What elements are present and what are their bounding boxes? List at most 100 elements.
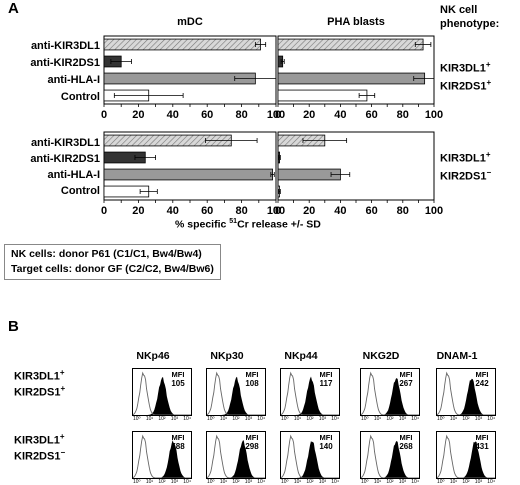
histogram-control: [281, 434, 339, 478]
histogram-control: [133, 434, 191, 478]
mfi-value: 298: [245, 442, 259, 451]
hist-tick-label: 10²: [158, 416, 166, 422]
x-tick-label: 100: [267, 205, 285, 217]
x-tick-label: 80: [397, 205, 409, 217]
mfi-annotation: MFI 242: [471, 370, 493, 388]
x-tick-label: 40: [334, 109, 346, 121]
bar-anti-hla-i: [103, 72, 256, 85]
hist-tick-label: 10⁰: [281, 416, 289, 422]
histogram-panel: MFI 242 10⁰ 10¹ 10² 10³ 10⁴: [436, 368, 496, 422]
mfi-value: 242: [475, 379, 489, 388]
pheno-top-2: KIR2DS1+: [440, 78, 492, 93]
mfi-annotation: MFI 140: [315, 433, 337, 451]
mfi-label: MFI: [475, 370, 489, 379]
x-tick-label: 80: [235, 205, 247, 217]
hist-tick-label: 10⁴: [331, 416, 339, 422]
mfi-value: 588: [171, 442, 185, 451]
x-tick-label: 20: [303, 205, 315, 217]
bar-anti-hla-i: [277, 72, 426, 85]
mfi-annotation: MFI 588: [167, 433, 189, 451]
marker-title-nkg2d: NKG2D: [362, 350, 400, 362]
x-tick-label: 40: [167, 109, 179, 121]
x-tick-label: 60: [365, 205, 377, 217]
marker-title-nkp30: NKp30: [210, 350, 244, 362]
x-tick-label: 60: [201, 205, 213, 217]
mfi-label: MFI: [475, 433, 489, 442]
histogram-stained: [207, 376, 265, 415]
hist-axis-ticks: 10⁰ 10¹ 10² 10³ 10⁴: [437, 416, 495, 422]
mfi-label: MFI: [399, 433, 413, 442]
bar-anti-kir3dl1: [103, 38, 261, 51]
marker-title-nkp46: NKp46: [136, 350, 170, 362]
bar-control: [277, 89, 368, 102]
x-tick-label: 100: [425, 205, 443, 217]
hist-tick-label: 10³: [398, 416, 407, 422]
phenotype-header-2: phenotype:: [440, 18, 500, 30]
histogram-control: [361, 371, 419, 415]
marker-title-dnam-1: DNAM-1: [436, 350, 478, 362]
x-tick-label: 0: [275, 109, 281, 121]
histogram-panel: MFI 298 10⁰ 10¹ 10² 10³ 10⁴: [206, 431, 266, 485]
panel-a-label: A: [8, 0, 19, 17]
histogram-panel: MFI 140 10⁰ 10¹ 10² 10³ 10⁴: [280, 431, 340, 485]
bar-anti-kir3dl1: [277, 38, 424, 51]
phenotype-header-1: NK cell: [440, 4, 478, 16]
x-tick-label: 0: [101, 205, 107, 217]
row-label-anti-kir2ds1-top: anti-KIR2DS1: [30, 57, 100, 69]
hist-pheno-bottom-1: KIR3DL1+: [14, 432, 65, 447]
histogram-control: [207, 434, 265, 478]
hist-tick-label: 10⁰: [437, 416, 445, 422]
histogram-control: [281, 371, 339, 415]
x-axis-label: % specific 51Cr release +/- SD: [175, 218, 321, 231]
histogram-panel: MFI 105 10⁰ 10¹ 10² 10³ 10⁴: [132, 368, 192, 422]
mfi-value: 431: [475, 442, 489, 451]
x-tick-label: 20: [132, 109, 144, 121]
x-tick-label: 80: [235, 109, 247, 121]
hist-axis-ticks: 10⁰ 10¹ 10² 10³ 10⁴: [281, 416, 339, 422]
hist-tick-label: 10³: [318, 416, 327, 422]
hist-tick-label: 10¹: [293, 416, 302, 422]
histogram-stained: [281, 376, 339, 415]
hist-tick-label: 10²: [462, 416, 470, 422]
marker-title-nkp44: NKp44: [284, 350, 318, 362]
histogram-stained: [361, 378, 419, 415]
x-tick-label: 40: [167, 205, 179, 217]
histogram-stained: [437, 441, 495, 478]
mfi-annotation: MFI 108: [241, 370, 263, 388]
row-label-control-bottom: Control: [60, 185, 100, 197]
histogram-control: [207, 371, 265, 415]
mfi-label: MFI: [319, 433, 333, 442]
row-label-anti-hla-i-top: anti-HLA-I: [47, 74, 100, 86]
x-tick-label: 100: [425, 109, 443, 121]
row-label-anti-hla-i-bottom: anti-HLA-I: [47, 169, 100, 181]
mfi-annotation: MFI 117: [315, 370, 337, 388]
bar-anti-hla-i: [103, 168, 273, 181]
mfi-value: 268: [399, 442, 413, 451]
histogram-stained: [437, 378, 495, 415]
histogram-stained: [281, 441, 339, 478]
legend-line-nk: NK cells: donor P61 (C1/C1, Bw4/Bw4): [11, 248, 202, 260]
hist-pheno-top-2: KIR2DS1+: [14, 384, 66, 399]
histogram-stained: [133, 440, 191, 478]
row-label-anti-kir2ds1-bottom: anti-KIR2DS1: [30, 153, 100, 165]
legend-line-target: Target cells: donor GF (C2/C2, Bw4/Bw6): [11, 263, 214, 275]
histogram-stained: [361, 440, 419, 478]
x-tick-label: 0: [101, 109, 107, 121]
histogram-panel: MFI 267 10⁰ 10¹ 10² 10³ 10⁴: [360, 368, 420, 422]
x-tick-label: 60: [365, 109, 377, 121]
mfi-value: 267: [399, 379, 413, 388]
hist-tick-label: 10³: [170, 416, 179, 422]
x-tick-label: 100: [267, 109, 285, 121]
hist-axis-ticks: 10⁰ 10¹ 10² 10³ 10⁴: [361, 416, 419, 422]
hist-tick-label: 10²: [386, 416, 394, 422]
x-tick-label: 20: [303, 109, 315, 121]
pheno-bottom-2: KIR2DS1−: [440, 168, 492, 183]
mfi-label: MFI: [171, 433, 185, 442]
col-title-mdc: mDC: [177, 16, 203, 28]
histogram-stained: [133, 377, 191, 415]
hist-tick-label: 10⁴: [257, 416, 265, 422]
x-tick-label: 20: [132, 205, 144, 217]
hist-tick-label: 10²: [232, 416, 240, 422]
mfi-annotation: MFI 431: [471, 433, 493, 451]
histogram-panel: MFI 117 10⁰ 10¹ 10² 10³ 10⁴: [280, 368, 340, 422]
